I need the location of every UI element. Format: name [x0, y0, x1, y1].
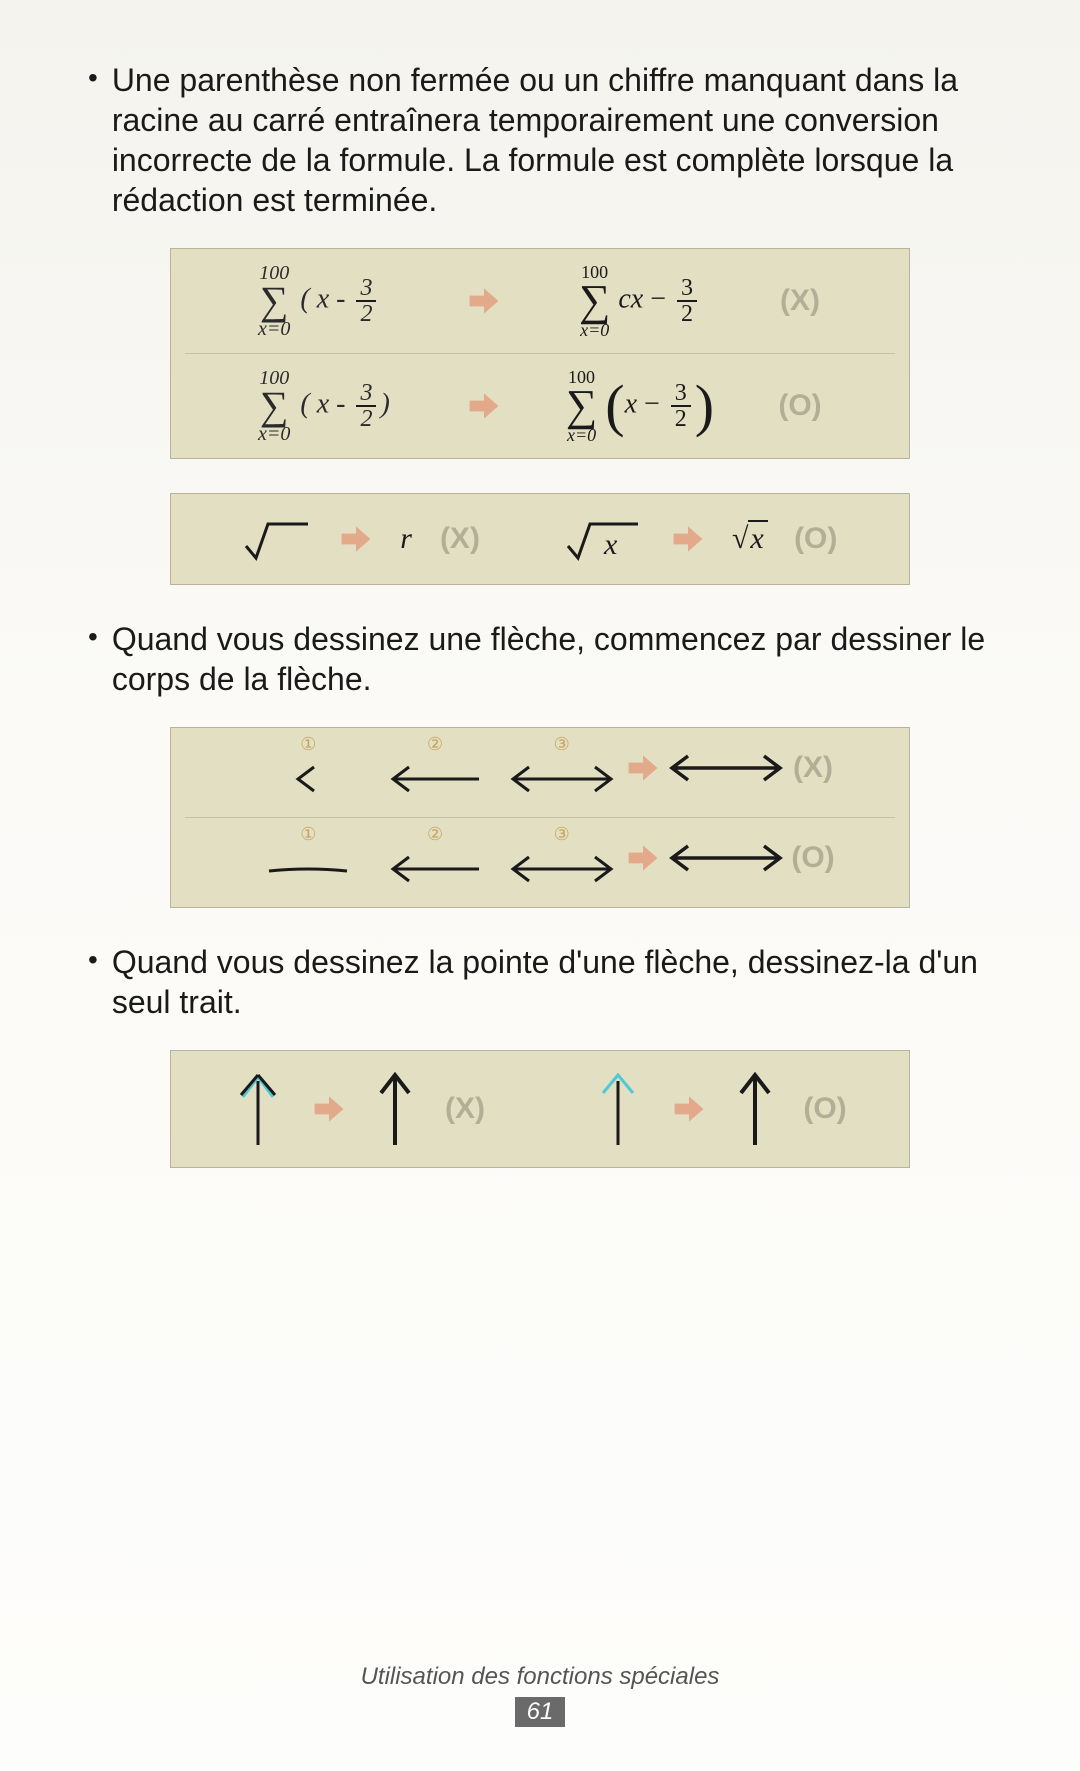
step-label-3: ③ — [498, 734, 625, 755]
marker-right: (O) — [791, 841, 835, 875]
steps-right: ① ② ③ — [245, 824, 625, 891]
step-label-2: ② — [372, 734, 499, 755]
arrow-right-icon — [466, 283, 502, 319]
step-label-2: ② — [372, 824, 499, 845]
hand-expr: ( x - 32 — [300, 276, 380, 326]
arrow-right-icon — [625, 840, 661, 876]
example-box-arrow-order: ① ② ③ (X) ① ② ③ — [170, 727, 910, 908]
type-expr2: x − 32 — [625, 381, 695, 431]
steps-wrong: ① ② ③ — [245, 734, 625, 801]
footer-section-title: Utilisation des fonctions spéciales — [0, 1663, 1080, 1691]
arrow-right-icon — [311, 1091, 347, 1127]
rparen: ) — [695, 377, 714, 435]
sigma-hand: ∑ — [260, 283, 289, 319]
page-number: 61 — [515, 1697, 566, 1727]
marker-right: (O) — [778, 389, 822, 423]
arrowhead-two-strokes-icon — [233, 1069, 283, 1149]
marker-wrong: (X) — [791, 751, 835, 785]
bullet-marker: • — [88, 60, 98, 220]
bullet-item: • Une parenthèse non fermée ou un chiffr… — [88, 60, 1010, 220]
empty-root-icon — [242, 514, 312, 564]
sum-lower: x=0 — [258, 319, 290, 339]
type-expr: cx − 32 — [618, 276, 701, 326]
handwritten-formula-closed: 100 ∑ x=0 ( x - 32) — [258, 368, 448, 444]
step-double-arrow-icon — [507, 761, 617, 797]
arrowhead-one-stroke-icon — [593, 1069, 643, 1149]
arrow-right-icon — [338, 521, 374, 557]
step-label-1: ① — [245, 734, 372, 755]
step-label-3: ③ — [498, 824, 625, 845]
marker-wrong: (X) — [438, 522, 482, 556]
arrow-right-icon — [466, 388, 502, 424]
result-sqrt-x: √x — [732, 522, 768, 556]
lparen: ( — [605, 377, 624, 435]
typeset-formula-right: 100 ∑ x=0 ( x − 32 ) — [520, 368, 760, 444]
result-double-arrow — [661, 750, 791, 786]
svg-text:x: x — [603, 528, 618, 561]
result-up-arrow-icon — [735, 1069, 775, 1149]
example-row-right: 100 ∑ x=0 ( x - 32) 100 ∑ x=0 ( x − 32 )… — [171, 354, 909, 458]
step-double-arrow-icon — [507, 851, 617, 887]
example-box-arrowhead: (X) (O) — [170, 1050, 910, 1168]
step-label-1: ① — [245, 824, 372, 845]
sigma-hand2: ∑ — [260, 388, 289, 424]
marker-wrong: (X) — [443, 1092, 487, 1126]
marker-right: (O) — [803, 1092, 847, 1126]
hand-expr2: ( x - 32) — [300, 381, 389, 431]
arrowhead-row: (X) (O) — [171, 1051, 909, 1167]
bullet-text-3: Quand vous dessinez la pointe d'une flèc… — [112, 942, 1010, 1022]
step-left-arrow-icon — [385, 761, 485, 797]
example-box-summation: 100 ∑ x=0 ( x - 32 100 ∑ x=0 cx − 32 (X) — [170, 248, 910, 459]
bullet-item: • Quand vous dessinez une flèche, commen… — [88, 619, 1010, 699]
sigma-type: ∑ — [579, 281, 610, 321]
bullet-marker: • — [88, 942, 98, 1022]
bullet-text-2: Quand vous dessinez une flèche, commence… — [112, 619, 1010, 699]
marker-right: (O) — [794, 522, 838, 556]
arrow-row-right: ① ② ③ (O) — [171, 818, 909, 907]
handwritten-formula-open: 100 ∑ x=0 ( x - 32 — [258, 263, 448, 339]
example-row-wrong: 100 ∑ x=0 ( x - 32 100 ∑ x=0 cx − 32 (X) — [171, 249, 909, 353]
arrow-right-icon — [625, 750, 661, 786]
bullet-item: • Quand vous dessinez la pointe d'une fl… — [88, 942, 1010, 1022]
arrow-right-icon — [670, 521, 706, 557]
result-r: r — [400, 522, 412, 556]
bullet-text-1: Une parenthèse non fermée ou un chiffre … — [112, 60, 1010, 220]
page-footer: Utilisation des fonctions spéciales 61 — [0, 1663, 1080, 1727]
step-left-arrow-icon — [385, 851, 485, 887]
marker-wrong: (X) — [778, 284, 822, 318]
typeset-formula-wrong: 100 ∑ x=0 cx − 32 — [520, 263, 760, 339]
root-x-hand-icon: x — [564, 514, 644, 564]
arrow-row-wrong: ① ② ③ (X) — [171, 728, 909, 817]
sum-lower-t: x=0 — [580, 321, 609, 339]
example-box-root: r (X) x √x (O) — [170, 493, 910, 585]
result-double-arrow — [661, 840, 791, 876]
step-head-only-icon — [288, 761, 328, 797]
arrow-right-icon — [671, 1091, 707, 1127]
root-row: r (X) x √x (O) — [171, 494, 909, 584]
sum-lower-t2: x=0 — [567, 426, 596, 444]
result-up-arrow-icon — [375, 1069, 415, 1149]
bullet-marker: • — [88, 619, 98, 699]
sigma-type2: ∑ — [566, 386, 597, 426]
step-line-icon — [263, 851, 353, 887]
sum-lower2: x=0 — [258, 424, 290, 444]
